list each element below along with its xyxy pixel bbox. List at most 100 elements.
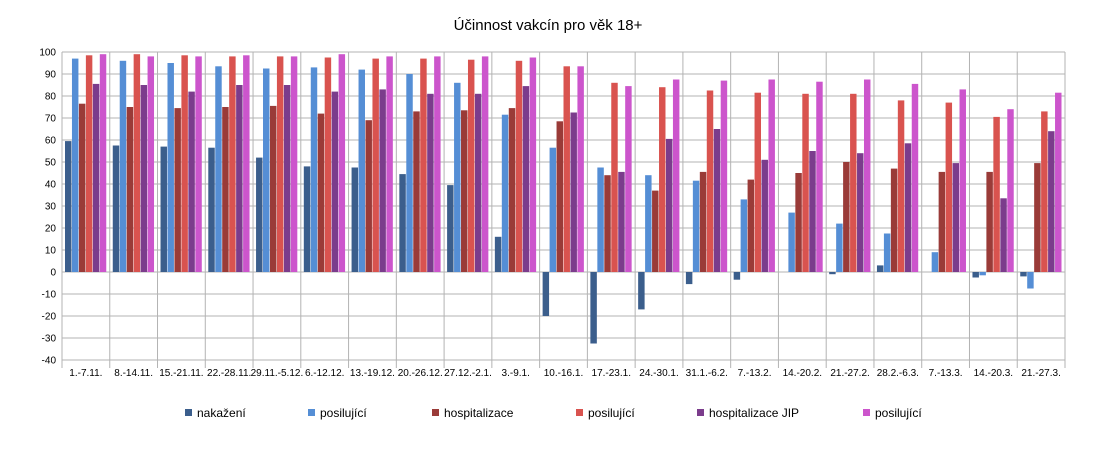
bar [188,91,195,272]
legend-label: posilující [875,406,922,420]
y-axis-ticks: -40 -30 -20 -10 0 10 20 30 40 50 60 70 80 90 100 [39,48,56,367]
x-tick-label: 22.-28.11. [207,368,251,379]
x-tick-label: 21.-27.2. [830,368,869,379]
bar [338,54,346,273]
bar [420,58,427,272]
bar [740,199,748,272]
bar [876,265,884,272]
bar [215,66,222,272]
y-tick-label: -10 [42,290,57,301]
legend-label: posilující [320,406,367,420]
bar [85,55,93,272]
x-tick-label: 7.-13.2. [738,368,772,379]
bars-group [65,54,1062,344]
bar [1020,272,1027,277]
bar [788,212,795,272]
bar [931,252,939,272]
bar [427,93,434,272]
bar [365,120,372,272]
bar [140,85,148,272]
chart-title: Účinnost vakcín pro věk 18+ [454,17,643,34]
bar [236,85,243,272]
bar [945,102,953,272]
bar [467,59,475,273]
bar [256,157,263,272]
y-tick-label: 70 [45,114,57,125]
bar [243,55,250,272]
x-tick-label: 28.2.-6.3. [877,368,919,379]
bar [1055,92,1062,272]
bar [331,91,339,272]
bar [406,74,413,272]
bar [938,171,946,272]
bar [529,57,537,272]
bar [672,79,680,272]
bar [481,56,489,273]
bar [147,56,155,273]
x-tick-label: 31.1.-6.2. [686,368,728,379]
bar [590,272,597,344]
bar [317,113,325,272]
bar [1007,109,1014,272]
y-tick-label: -20 [42,312,57,323]
x-tick-label: 14.-20.3. [974,368,1013,379]
bar [78,103,86,272]
bar [1027,272,1034,289]
x-tick-label: 7.-13.3. [929,368,963,379]
x-tick-label: 14.-20.2. [783,368,822,379]
bar [747,179,755,272]
x-tick-label: 10.-16.1. [544,368,583,379]
y-tick-label: 0 [50,268,56,279]
bar [665,138,673,272]
bar [563,66,570,272]
bar [959,89,966,273]
bar [754,92,762,272]
bar [351,167,359,272]
x-tick-label: 15.-21.11. [159,368,203,379]
bar [167,63,174,272]
bar [883,233,891,272]
bar [112,145,120,272]
bar [618,171,625,272]
bar [208,147,215,272]
bar [133,54,141,273]
bar [706,90,714,272]
x-tick-label: 29.11.-5.12. [251,368,304,379]
bar [890,168,898,272]
y-tick-label: 20 [45,224,57,235]
x-tick-label: 20.-26.12. [398,368,443,379]
bar [65,141,72,272]
bar [386,56,393,273]
bar [92,83,100,273]
x-tick-label: 1.-7.11. [69,368,102,379]
bar [229,56,236,273]
bar [897,100,905,273]
bar [645,175,652,272]
bar [1034,163,1041,272]
bar [195,56,202,273]
bar [99,54,107,273]
bar [952,163,960,272]
y-tick-label: 40 [45,180,57,191]
legend-swatch [432,409,439,416]
legend-label: nakažení [197,406,246,420]
y-tick-label: 30 [45,202,57,213]
bar [399,174,406,272]
bar [768,79,775,272]
bar [549,147,557,272]
bar [761,159,768,272]
bar [461,110,468,272]
bar [71,58,79,272]
bar [604,175,611,272]
bar [119,60,127,272]
bar [508,108,516,272]
bar [720,80,728,272]
bar [733,272,741,280]
bar [816,81,823,272]
y-tick-label: 80 [45,92,57,103]
legend-label: hospitalizace [444,406,514,420]
bar [993,116,1000,273]
bar [570,112,577,272]
y-tick-label: 100 [39,48,56,59]
bar [972,272,979,278]
